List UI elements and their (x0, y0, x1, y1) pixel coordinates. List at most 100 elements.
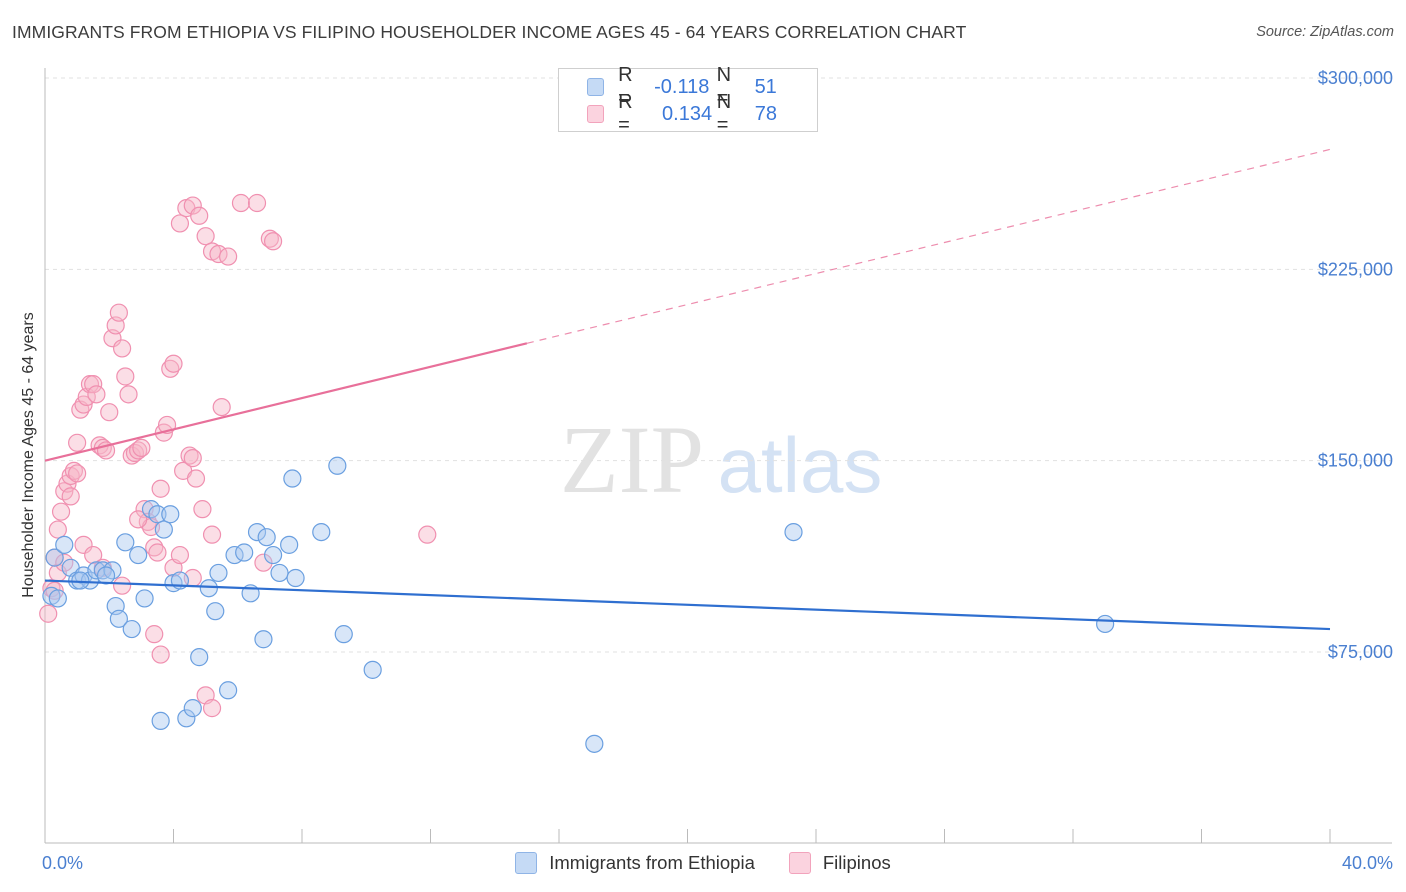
point-ethiopia (254, 630, 273, 649)
point-filipino (186, 469, 206, 488)
point-filipino (145, 538, 164, 557)
point-filipino (170, 545, 190, 565)
legend-r-value: 0.134 (662, 102, 713, 125)
series-ethiopia (42, 456, 1115, 753)
point-ethiopia (363, 660, 382, 679)
legend-n-label: N = (716, 91, 732, 136)
point-filipino (180, 446, 199, 465)
series-swatch-ethiopia (515, 852, 538, 874)
point-filipino (247, 193, 267, 213)
point-ethiopia (129, 545, 148, 565)
point-ethiopia (263, 545, 283, 565)
point-filipino (212, 397, 231, 417)
point-filipino (170, 214, 190, 233)
point-filipino (119, 385, 138, 404)
trend-line-ethiopia (44, 579, 1331, 631)
point-filipino (68, 433, 87, 452)
point-filipino (164, 354, 183, 373)
point-ethiopia (109, 609, 128, 628)
point-filipino (39, 604, 58, 623)
point-filipino (260, 229, 279, 248)
point-filipino (48, 520, 67, 539)
point-filipino (183, 449, 202, 468)
point-ethiopia (116, 533, 135, 552)
legend-r-label: R = (618, 64, 633, 109)
source-credit: Source: ZipAtlas.com (1256, 24, 1394, 40)
point-filipino (196, 227, 215, 246)
point-filipino (183, 196, 202, 215)
point-ethiopia (784, 522, 803, 542)
point-filipino (202, 525, 222, 544)
legend-swatch-filipinos (587, 105, 605, 123)
point-filipino (68, 464, 87, 483)
point-ethiopia (334, 625, 353, 644)
legend-r-label: R = (618, 91, 633, 136)
point-filipino (418, 525, 437, 544)
point-filipino (51, 502, 71, 521)
series-filipinos (39, 193, 437, 718)
point-ethiopia (209, 563, 228, 583)
point-filipino (100, 403, 119, 422)
point-ethiopia (257, 528, 276, 547)
chart-title: IMMIGRANTS FROM ETHIOPIA VS FILIPINO HOU… (12, 22, 967, 42)
point-ethiopia (154, 520, 173, 539)
point-filipino (84, 375, 103, 394)
point-filipino (129, 510, 148, 529)
series-legend-ethiopia[interactable]: Immigrants from Ethiopia (515, 852, 755, 874)
point-ethiopia (48, 589, 67, 608)
point-ethiopia (219, 681, 238, 700)
point-filipino (151, 645, 170, 664)
point-ethiopia (55, 535, 74, 554)
point-filipino (193, 500, 212, 519)
y-tick-label: $225,000 (1318, 259, 1393, 279)
point-ethiopia (270, 563, 289, 583)
axes (44, 68, 1392, 844)
trend-line-filipinos (44, 342, 528, 462)
point-ethiopia (71, 571, 90, 590)
x-tick-label-min: 0.0% (42, 853, 83, 873)
point-filipino (112, 576, 132, 595)
point-filipino (231, 193, 251, 213)
point-ethiopia (190, 648, 209, 667)
point-ethiopia (328, 456, 347, 475)
point-ethiopia (151, 711, 170, 730)
gridlines (45, 77, 1392, 653)
trend-line-filipinos-extension (526, 148, 1331, 344)
series-swatch-filipinos (788, 852, 811, 874)
point-ethiopia (1096, 614, 1115, 634)
point-ethiopia (80, 571, 100, 590)
point-filipino (84, 545, 103, 565)
y-tick-label: $300,000 (1318, 68, 1393, 88)
point-filipino (161, 359, 180, 378)
point-ethiopia (87, 561, 106, 580)
series-legend-filipinos[interactable]: Filipinos (788, 852, 891, 874)
point-filipino (151, 479, 170, 498)
legend-swatch-ethiopia (587, 78, 605, 96)
series-legend: Immigrants from Ethiopia Filipinos (0, 852, 1406, 874)
point-filipino (64, 461, 84, 480)
point-ethiopia (585, 734, 604, 753)
legend-row-filipinos: R = 0.134 N = 78 (587, 91, 817, 136)
point-ethiopia (93, 561, 112, 580)
axis-labels: $75,000 $150,000 $225,000 $300,000 0.0% 40.0%… (20, 68, 1393, 873)
point-ethiopia (247, 522, 267, 542)
point-filipino (263, 232, 283, 251)
legend-n-value: 51 (754, 75, 777, 98)
point-filipino (145, 625, 164, 644)
point-ethiopia (148, 505, 167, 524)
point-filipino (112, 339, 132, 358)
point-filipino (116, 367, 135, 386)
point-ethiopia (161, 505, 180, 524)
point-ethiopia (206, 602, 225, 621)
legend-row-ethiopia: R = -0.118 N = 51 (587, 64, 817, 109)
trend-lines (44, 148, 1331, 631)
point-filipino (190, 206, 209, 225)
point-ethiopia (199, 579, 218, 598)
point-ethiopia (177, 709, 196, 728)
point-filipino (132, 438, 151, 458)
point-ethiopia (235, 543, 254, 562)
point-filipino (148, 543, 167, 562)
legend-n-label: N = (716, 64, 732, 109)
series-label-ethiopia: Immigrants from Ethiopia (549, 852, 755, 873)
